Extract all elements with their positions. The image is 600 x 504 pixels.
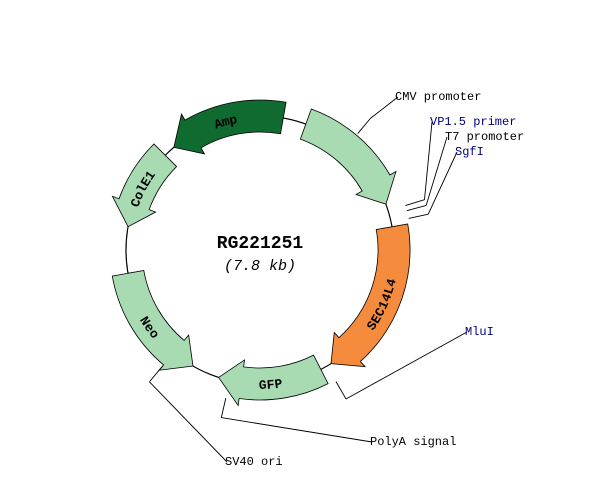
plasmid-size: (7.8 kb) <box>224 258 296 275</box>
leader-sgfi <box>409 214 429 218</box>
leader2-polya <box>221 418 372 442</box>
marker-label-sgfi: SgfI <box>455 145 484 159</box>
marker-label-vp15: VP1.5 primer <box>430 115 516 129</box>
marker-label-polya: PolyA signal <box>370 435 456 449</box>
segment-sec14 <box>331 224 410 367</box>
plasmid-map: SEC14L4GFPNeoColE1AmpCMV promoterVP1.5 p… <box>0 0 600 504</box>
leader2-sv40 <box>149 382 227 462</box>
marker-label-t7: T7 promoter <box>445 130 524 144</box>
marker-label-sv40: SV40 ori <box>225 455 283 469</box>
leader-polya <box>221 398 225 417</box>
marker-label-mlui: MluI <box>465 325 494 339</box>
leader-mlui <box>336 382 346 399</box>
leader2-cmvprom <box>371 97 398 118</box>
leader2-vp15 <box>424 122 432 200</box>
plasmid-name: RG221251 <box>217 234 304 254</box>
leader-t7 <box>407 205 426 210</box>
leader-sv40 <box>149 366 162 381</box>
segment-cmv <box>300 109 396 204</box>
marker-label-cmvprom: CMV promoter <box>395 90 481 104</box>
leader-cmvprom <box>358 118 371 133</box>
leader-vp15 <box>405 200 424 206</box>
segment-label-gfp: GFP <box>259 376 284 393</box>
